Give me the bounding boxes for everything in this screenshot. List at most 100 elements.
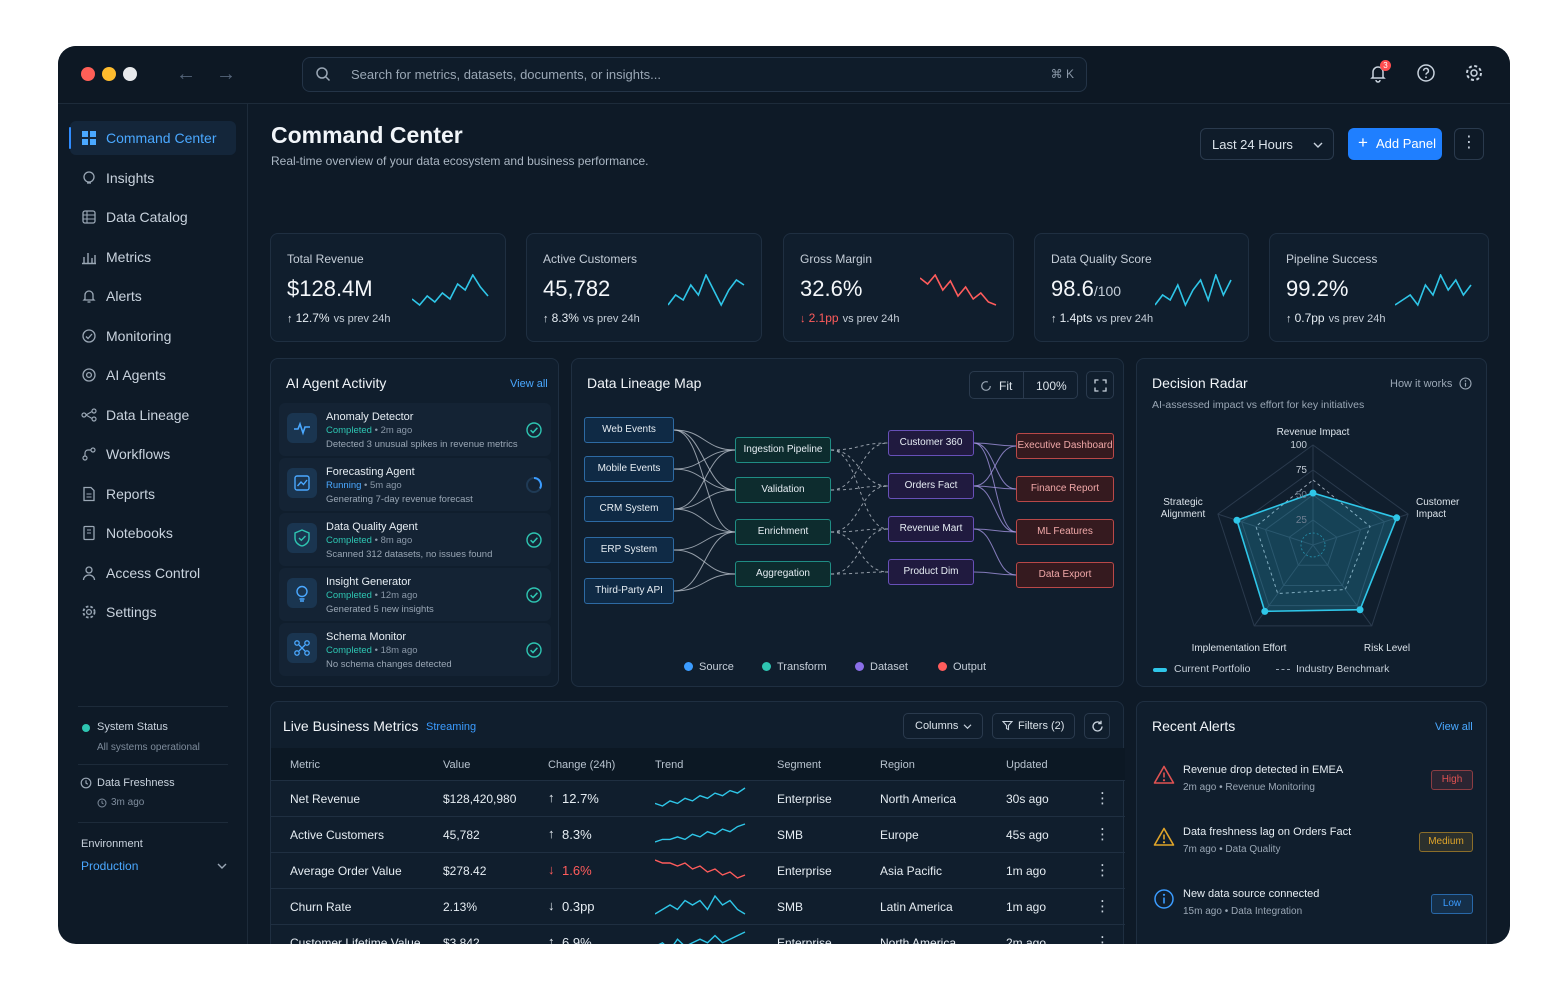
notification-button[interactable]: 3	[1368, 60, 1391, 85]
lineage-node-customer-360[interactable]: Customer 360	[888, 430, 974, 456]
agent-item-anomaly-detector[interactable]: Anomaly Detector Completed • 2m ago Detect…	[279, 403, 551, 456]
sidebar-item-metrics[interactable]: Metrics	[70, 240, 236, 274]
kpi-label: Pipeline Success	[1286, 252, 1378, 266]
agent-item-data-quality-agent[interactable]: Data Quality Agent Completed • 8m ago Scan…	[279, 513, 551, 566]
sidebar-item-reports[interactable]: Reports	[70, 477, 236, 511]
back-arrow-icon[interactable]: ←	[176, 63, 196, 85]
lineage-node-orders-fact[interactable]: Orders Fact	[888, 473, 974, 499]
time-range-value: Last 24 Hours	[1212, 137, 1293, 152]
warning-triangle-icon	[1153, 826, 1175, 853]
sidebar-item-monitoring[interactable]: Monitoring	[70, 319, 236, 353]
zoom-level[interactable]: 100%	[1024, 371, 1078, 399]
sidebar-item-data-catalog[interactable]: Data Catalog	[70, 200, 236, 234]
maximize-window-button[interactable]	[123, 67, 137, 81]
lineage-node-product-dim[interactable]: Product Dim	[888, 559, 974, 585]
kpi-value: $128.4M	[287, 276, 373, 302]
time-range-select[interactable]: Last 24 Hours	[1200, 128, 1334, 160]
fullscreen-button[interactable]	[1086, 371, 1114, 399]
sidebar-item-command-center[interactable]: Command Center	[69, 121, 236, 155]
forward-arrow-icon[interactable]: →	[216, 63, 236, 85]
sidebar-item-notebooks[interactable]: Notebooks	[70, 516, 236, 550]
alert-item-high[interactable]: Revenue drop detected in EMEA 2m ago • Re…	[1151, 756, 1473, 812]
alerts-view-all-link[interactable]: View all	[1435, 721, 1473, 733]
search-bar[interactable]: ⌘ K	[302, 57, 1087, 92]
settings-button[interactable]	[1464, 63, 1486, 85]
table-row[interactable]: Net Revenue $128,420,980 ↑ 12.7% Enterprise N…	[271, 780, 1125, 816]
lineage-edge	[673, 531, 736, 592]
sidebar-item-settings[interactable]: Settings	[70, 595, 236, 629]
lineage-node-enrichment[interactable]: Enrichment	[735, 519, 831, 545]
columns-button[interactable]: Columns	[903, 713, 983, 739]
row-menu-kebab-icon[interactable]: ⋮	[1095, 862, 1110, 879]
column-header-updated[interactable]: Updated	[1006, 759, 1048, 771]
lineage-node-ingestion-pipeline[interactable]: Ingestion Pipeline	[735, 437, 831, 463]
alert-item-medium[interactable]: Data freshness lag on Orders Fact 7m ago …	[1151, 818, 1473, 874]
system-status-label: System Status	[97, 721, 168, 733]
cell-updated: 30s ago	[1006, 792, 1049, 806]
agent-item-forecasting-agent[interactable]: Forecasting Agent Running • 5m ago Generat…	[279, 458, 551, 511]
table-row[interactable]: Customer Lifetime Value $3,842 ↑ 6.9% Enterp…	[271, 924, 1125, 944]
lineage-node-third-party-api[interactable]: Third-Party API	[584, 578, 674, 604]
lineage-node-data-export[interactable]: Data Export	[1016, 562, 1114, 588]
how-it-works-link[interactable]: How it works	[1390, 378, 1453, 390]
refresh-button[interactable]	[1084, 713, 1110, 739]
row-menu-kebab-icon[interactable]: ⋮	[1095, 826, 1110, 843]
fit-button[interactable]: Fit	[969, 371, 1024, 399]
kpi-card-active-customers[interactable]: Active Customers 45,782 ↑ 8.3% vs prev 24h	[526, 233, 762, 342]
row-menu-kebab-icon[interactable]: ⋮	[1095, 898, 1110, 915]
column-header-segment[interactable]: Segment	[777, 759, 822, 771]
alert-time: 15m ago	[1183, 906, 1222, 917]
alert-item-low[interactable]: New data source connected 15m ago • Data …	[1151, 880, 1473, 936]
column-header-region[interactable]: Region	[880, 759, 915, 771]
lineage-node-erp-system[interactable]: ERP System	[584, 537, 674, 563]
lineage-node-revenue-mart[interactable]: Revenue Mart	[888, 516, 974, 542]
lineage-node-finance-report[interactable]: Finance Report	[1016, 476, 1114, 502]
agent-item-insight-generator[interactable]: Insight Generator Completed • 12m ago Gene…	[279, 568, 551, 621]
kpi-card-gross-margin[interactable]: Gross Margin 32.6% ↓ 2.1pp vs prev 24h	[783, 233, 1014, 342]
kpi-card-data-quality-score[interactable]: Data Quality Score 98.6/100 ↑ 1.4pts vs pre…	[1034, 233, 1249, 342]
filters-label: Filters (2)	[1018, 720, 1065, 732]
agent-item-schema-monitor[interactable]: Schema Monitor Completed • 18m ago No sche…	[279, 623, 551, 676]
info-icon[interactable]	[1459, 377, 1472, 390]
live-business-metrics-panel: Live Business Metrics Streaming Columns …	[270, 701, 1125, 944]
lineage-node-validation[interactable]: Validation	[735, 477, 831, 503]
sidebar-item-ai-agents[interactable]: AI Agents	[70, 358, 236, 392]
column-header-change-24h[interactable]: Change (24h)	[548, 759, 616, 771]
sidebar-item-workflows[interactable]: Workflows	[70, 437, 236, 471]
kpi-card-pipeline-success[interactable]: Pipeline Success 99.2% ↑ 0.7pp vs prev 24h	[1269, 233, 1489, 342]
help-button[interactable]	[1416, 63, 1438, 85]
lineage-node-web-events[interactable]: Web Events	[584, 417, 674, 443]
minimize-window-button[interactable]	[102, 67, 116, 81]
sidebar-item-alerts[interactable]: Alerts	[70, 279, 236, 313]
lineage-node-crm-system[interactable]: CRM System	[584, 496, 674, 522]
decision-radar-subtitle: AI-assessed impact vs effort for key ini…	[1152, 399, 1365, 411]
table-row[interactable]: Churn Rate 2.13% ↓ 0.3pp SMB Latin America 1m …	[271, 888, 1125, 924]
row-menu-kebab-icon[interactable]: ⋮	[1095, 790, 1110, 807]
agents-view-all-link[interactable]: View all	[510, 378, 548, 390]
agent-description: Generated 5 new insights	[326, 604, 434, 615]
sidebar-item-access-control[interactable]: Access Control	[70, 556, 236, 590]
sidebar-item-insights[interactable]: Insights	[70, 161, 236, 195]
sidebar-item-data-lineage[interactable]: Data Lineage	[70, 398, 236, 432]
lineage-edge	[973, 528, 1017, 533]
kpi-card-total-revenue[interactable]: Total Revenue $128.4M ↑ 12.7% vs prev 24h	[270, 233, 506, 342]
filters-button[interactable]: Filters (2)	[992, 713, 1075, 739]
search-input[interactable]	[351, 58, 991, 91]
table-row[interactable]: Active Customers 45,782 ↑ 8.3% SMB Europe 45s …	[271, 816, 1125, 852]
add-panel-button[interactable]: + Add Panel	[1348, 128, 1442, 160]
user-icon	[81, 565, 97, 581]
column-header-trend[interactable]: Trend	[655, 759, 684, 771]
row-menu-kebab-icon[interactable]: ⋮	[1095, 934, 1110, 944]
lineage-node-executive-dashboard[interactable]: Executive Dashboard	[1016, 433, 1114, 459]
close-window-button[interactable]	[81, 67, 95, 81]
cell-value: 2.13%	[443, 900, 478, 914]
lineage-node-mobile-events[interactable]: Mobile Events	[584, 456, 674, 482]
column-header-value[interactable]: Value	[443, 759, 471, 771]
table-row[interactable]: Average Order Value $278.42 ↓ 1.6% Enterpris…	[271, 852, 1125, 888]
column-header-metric[interactable]: Metric	[290, 759, 320, 771]
environment-select[interactable]: Production	[81, 856, 227, 876]
filter-icon	[1002, 720, 1013, 731]
lineage-node-aggregation[interactable]: Aggregation	[735, 561, 831, 587]
more-options-button[interactable]: ⋮	[1454, 128, 1484, 160]
lineage-node-ml-features[interactable]: ML Features	[1016, 519, 1114, 545]
